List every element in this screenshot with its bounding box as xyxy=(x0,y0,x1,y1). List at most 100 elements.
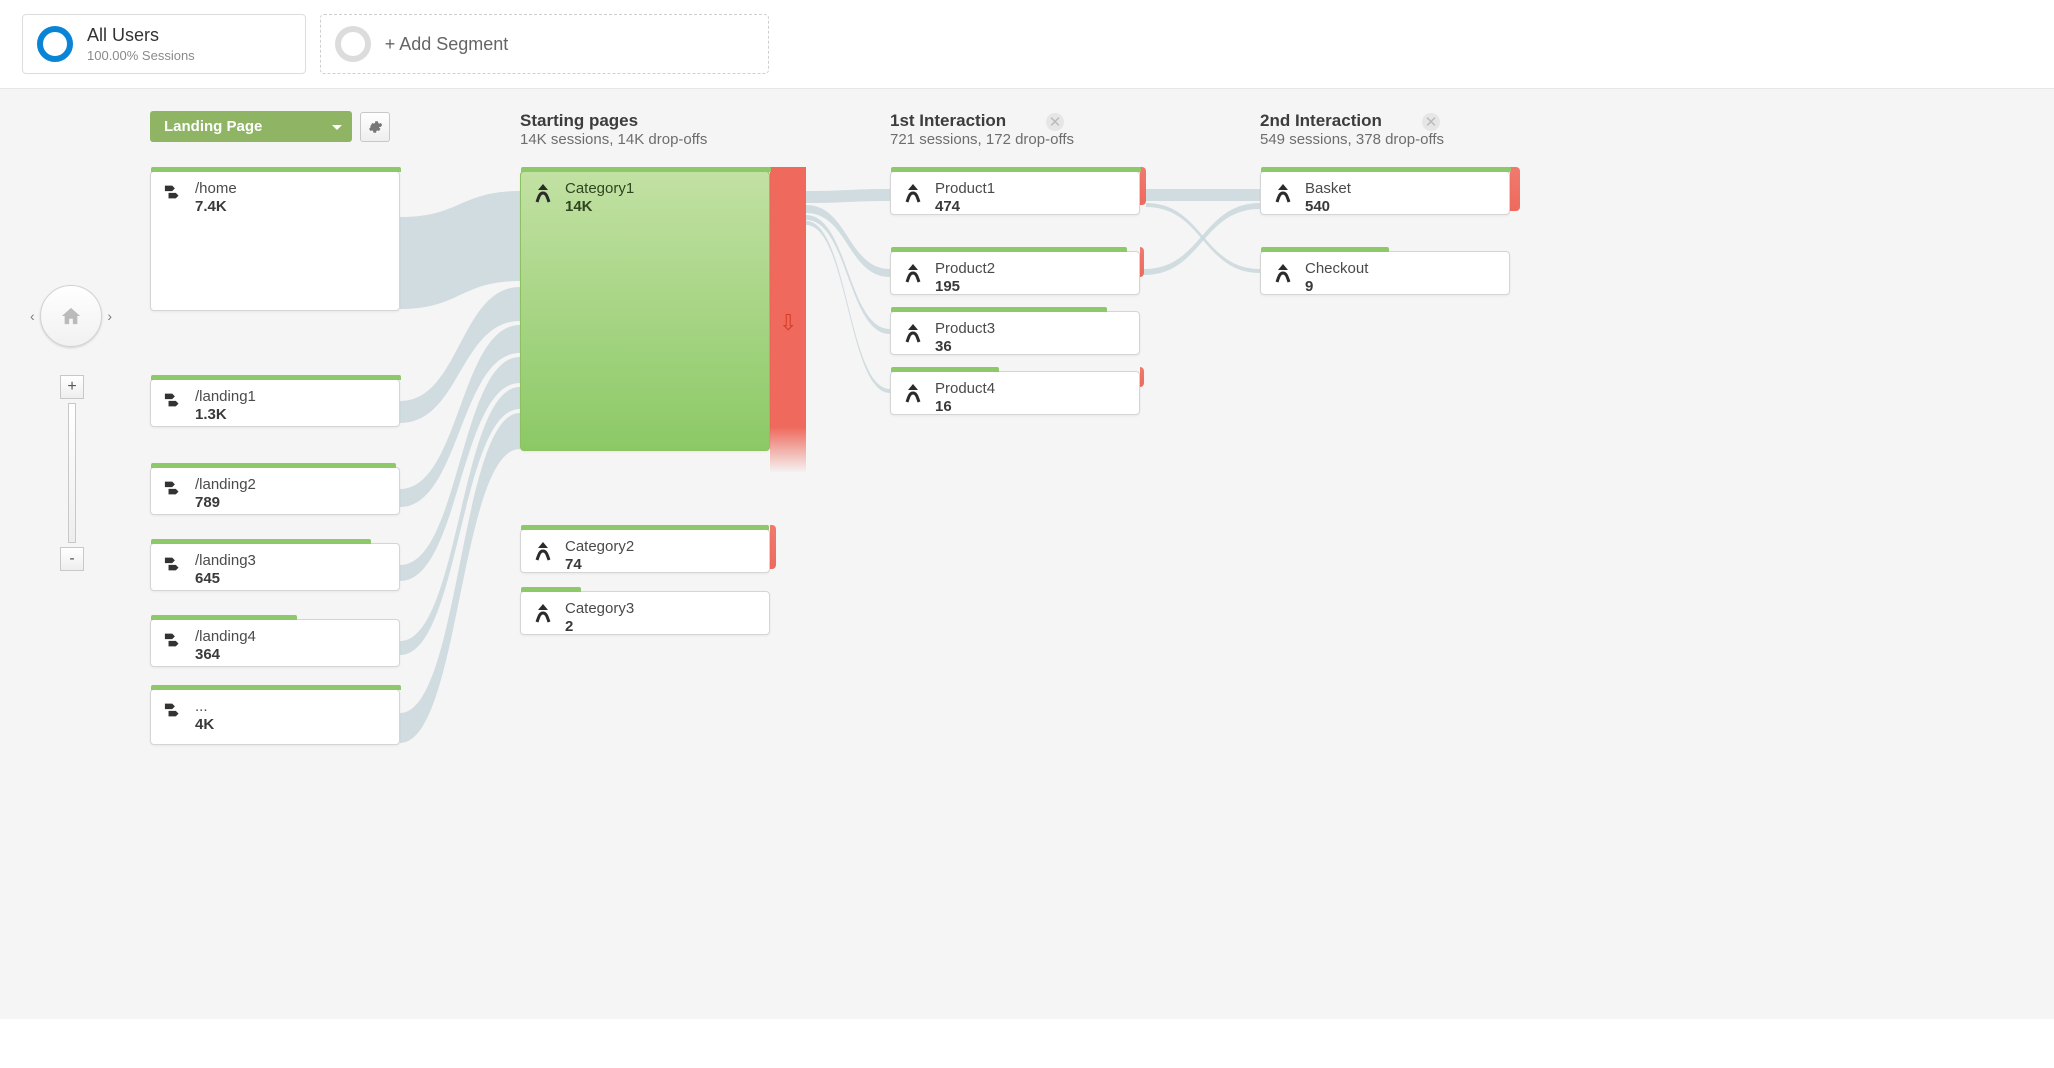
column-subtitle: 721 sessions, 172 drop-offs xyxy=(890,131,1140,148)
column-close-button[interactable]: ✕ xyxy=(1046,113,1064,131)
flow-node[interactable]: /landing4364 xyxy=(150,619,400,667)
node-throughput-bar xyxy=(891,167,1141,172)
node-label: /landing1 xyxy=(195,388,256,405)
column-close-button[interactable]: ✕ xyxy=(1422,113,1440,131)
column-title: Starting pages xyxy=(520,111,770,131)
merge-arrows-icon xyxy=(533,180,555,215)
node-throughput-bar xyxy=(891,307,1107,312)
flow-node[interactable]: Product336 xyxy=(890,311,1140,355)
nav-cluster: ‹› + - xyxy=(40,285,102,571)
node-throughput-bar xyxy=(521,167,771,172)
node-value: 195 xyxy=(935,278,995,295)
node-throughput-bar xyxy=(151,167,401,172)
node-value: 364 xyxy=(195,646,256,663)
zoom-slider[interactable] xyxy=(68,403,76,543)
flow-column-0: Landing Page/home7.4K/landing11.3K/landi… xyxy=(150,111,400,157)
dropoff-bar xyxy=(1140,367,1144,387)
node-label: /landing4 xyxy=(195,628,256,645)
node-throughput-bar xyxy=(151,375,401,380)
node-value: 789 xyxy=(195,494,256,511)
flow-node[interactable]: Category274 xyxy=(520,529,770,573)
node-throughput-bar xyxy=(151,463,396,468)
node-label: /home xyxy=(195,180,237,197)
merge-arrows-icon xyxy=(533,600,555,635)
node-throughput-bar xyxy=(521,525,769,530)
merge-arrows-icon xyxy=(1273,260,1295,295)
flow-canvas: ‹› + - Landing Page/home7.4K/landing11.3… xyxy=(0,89,2054,1019)
column-title: 2nd Interaction xyxy=(1260,111,1510,131)
node-label: /landing3 xyxy=(195,552,256,569)
node-value: 474 xyxy=(935,198,995,215)
flow-node[interactable]: Category32 xyxy=(520,591,770,635)
home-icon xyxy=(60,306,82,326)
node-value: 540 xyxy=(1305,198,1351,215)
flow-node[interactable]: Product416 xyxy=(890,371,1140,415)
segment-text: All Users 100.00% Sessions xyxy=(87,25,195,63)
flow-node[interactable]: /landing2789 xyxy=(150,467,400,515)
gear-icon xyxy=(367,119,383,135)
node-label: Category3 xyxy=(565,600,634,617)
split-arrows-icon xyxy=(163,476,185,511)
zoom-control: + - xyxy=(60,375,84,571)
segment-all-users[interactable]: All Users 100.00% Sessions xyxy=(22,14,306,74)
flow-node[interactable]: /landing11.3K xyxy=(150,379,400,427)
add-segment-button[interactable]: + Add Segment xyxy=(320,14,770,74)
node-label: /landing2 xyxy=(195,476,256,493)
node-label: Product3 xyxy=(935,320,995,337)
node-value: 645 xyxy=(195,570,256,587)
flow-node[interactable]: Product2195 xyxy=(890,251,1140,295)
dropoff-arrow-icon: ⇩ xyxy=(779,310,797,336)
add-segment-label: + Add Segment xyxy=(385,34,509,55)
column-title: 1st Interaction xyxy=(890,111,1140,131)
column-header: 2nd Interaction549 sessions, 378 drop-of… xyxy=(1260,111,1510,157)
split-arrows-icon xyxy=(163,388,185,423)
flow-column-3: 2nd Interaction549 sessions, 378 drop-of… xyxy=(1260,111,1510,157)
dropoff-bar xyxy=(1140,167,1146,205)
split-arrows-icon xyxy=(163,698,185,733)
node-value: 36 xyxy=(935,338,995,355)
segment-color-ring-icon xyxy=(37,26,73,62)
zoom-out-button[interactable]: - xyxy=(60,547,84,571)
column-header: 1st Interaction721 sessions, 172 drop-of… xyxy=(890,111,1140,157)
dropoff-bar xyxy=(770,525,776,569)
flow-node[interactable]: Category114K xyxy=(520,171,770,451)
segment-subtitle: 100.00% Sessions xyxy=(87,48,195,63)
dimension-select[interactable]: Landing Page xyxy=(150,111,352,142)
zoom-in-button[interactable]: + xyxy=(60,375,84,399)
add-segment-ring-icon xyxy=(335,26,371,62)
node-throughput-bar xyxy=(151,539,371,544)
split-arrows-icon xyxy=(163,180,185,215)
merge-arrows-icon xyxy=(903,320,925,355)
node-value: 9 xyxy=(1305,278,1368,295)
node-value: 1.3K xyxy=(195,406,256,423)
split-arrows-icon xyxy=(163,552,185,587)
node-throughput-bar xyxy=(151,685,401,690)
node-label: Basket xyxy=(1305,180,1351,197)
flow-node[interactable]: /home7.4K xyxy=(150,171,400,311)
column-header: Starting pages14K sessions, 14K drop-off… xyxy=(520,111,770,157)
dimension-settings-button[interactable] xyxy=(360,112,390,142)
column-subtitle: 549 sessions, 378 drop-offs xyxy=(1260,131,1510,148)
merge-arrows-icon xyxy=(903,380,925,415)
node-value: 7.4K xyxy=(195,198,237,215)
nav-home-button[interactable] xyxy=(40,285,102,347)
flow-column-1: Starting pages14K sessions, 14K drop-off… xyxy=(520,111,770,157)
flow-node[interactable]: /landing3645 xyxy=(150,543,400,591)
node-value: 74 xyxy=(565,556,634,573)
flow-node[interactable]: ...4K xyxy=(150,689,400,745)
flow-node[interactable]: Checkout9 xyxy=(1260,251,1510,295)
node-label: Checkout xyxy=(1305,260,1368,277)
node-value: 16 xyxy=(935,398,995,415)
split-arrows-icon xyxy=(163,628,185,663)
merge-arrows-icon xyxy=(903,180,925,215)
node-throughput-bar xyxy=(891,367,999,372)
node-throughput-bar xyxy=(151,615,297,620)
node-label: Product1 xyxy=(935,180,995,197)
merge-arrows-icon xyxy=(903,260,925,295)
segment-title: All Users xyxy=(87,25,195,46)
flow-column-2: 1st Interaction721 sessions, 172 drop-of… xyxy=(890,111,1140,157)
flow-node[interactable]: Basket540 xyxy=(1260,171,1510,215)
node-label: ... xyxy=(195,698,214,715)
node-value: 4K xyxy=(195,716,214,733)
flow-node[interactable]: Product1474 xyxy=(890,171,1140,215)
